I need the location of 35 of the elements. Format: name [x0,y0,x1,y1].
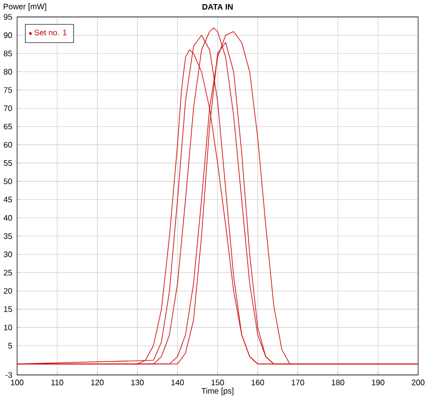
y-tick-label: 10 [4,324,12,330]
y-tick-label: 20 [4,288,12,294]
x-axis-title: Time [ps] [201,388,234,396]
y-tick-label: 5 [8,342,12,349]
y-tick-label: 75 [4,87,12,93]
y-tick-label: 55 [4,160,12,166]
x-tick-label: 200 [412,380,424,386]
y-tick-label: 25 [4,270,12,276]
y-tick-label: 90 [4,32,12,38]
x-tick-label: 130 [131,380,144,386]
y-axis-title: Power [mW] [4,3,46,11]
y-tick-label: 95 [4,14,12,20]
x-tick-label: 190 [372,380,384,386]
y-tick-label: 15 [4,306,12,312]
y-tick-label: 50 [4,178,12,184]
legend-label: Set no. 1 [34,30,67,36]
y-tick-label: 35 [4,233,12,240]
x-tick-label: 170 [292,380,304,386]
x-tick-label: 150 [212,380,224,386]
y-tick-label: 60 [4,142,12,148]
y-tick-label: 30 [4,252,12,258]
x-tick-label: 140 [171,380,184,386]
chart-title: DATA IN [202,4,233,10]
x-tick-label: 100 [11,380,24,386]
x-tick-label: 180 [332,380,344,386]
x-tick-label: 160 [252,380,264,386]
x-tick-label: 110 [51,380,64,386]
y-tick-label: 40 [4,215,12,221]
y-tick-label: 80 [4,68,12,75]
y-tick-label: -3 [6,372,12,378]
y-tick-label: 70 [4,106,12,112]
x-tick-label: 120 [91,380,104,386]
y-tick-label: 85 [4,50,12,56]
y-tick-label: 65 [4,124,12,130]
y-tick-label: 45 [4,196,12,202]
